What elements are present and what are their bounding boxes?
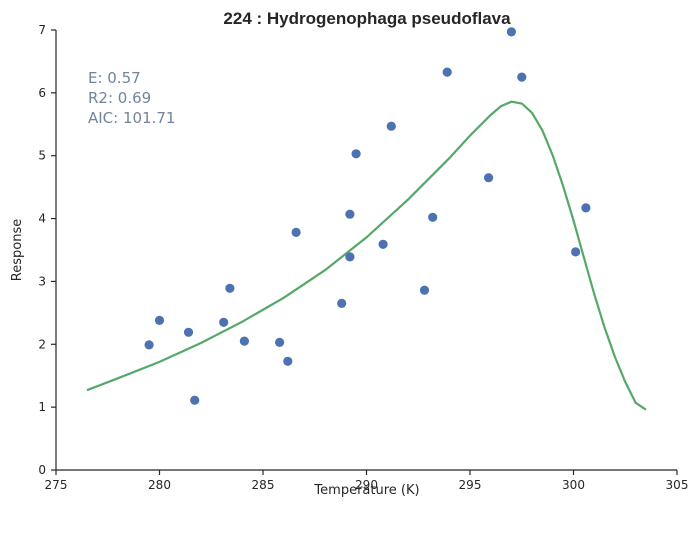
x-tick-label: 295: [459, 478, 482, 492]
x-tick-label: 305: [666, 478, 689, 492]
data-point: [225, 283, 235, 293]
data-point: [345, 209, 355, 219]
y-tick-label: 7: [38, 23, 46, 37]
fit-curve: [86, 100, 647, 411]
x-tick-label: 300: [562, 478, 585, 492]
data-point: [581, 203, 591, 213]
chart-title: 224 : Hydrogenophaga pseudoflava: [223, 9, 511, 28]
fit-statistic-line: E: 0.57: [88, 69, 141, 87]
y-tick-label: 0: [38, 463, 46, 477]
x-tick-label: 285: [252, 478, 275, 492]
data-point: [283, 356, 293, 366]
fit-statistic-line: R2: 0.69: [88, 89, 151, 107]
y-tick-label: 2: [38, 337, 46, 351]
data-point: [571, 247, 581, 257]
data-point: [190, 395, 200, 405]
x-tick-label: 280: [148, 478, 171, 492]
fit-statistic-line: AIC: 101.71: [88, 109, 175, 127]
data-point: [183, 327, 194, 337]
data-point: [154, 315, 165, 325]
data-point: [219, 317, 229, 327]
data-point: [144, 340, 154, 350]
data-point: [428, 212, 438, 222]
y-tick-label: 3: [38, 274, 46, 288]
y-tick-label: 6: [38, 86, 46, 100]
x-tick-label: 290: [355, 478, 378, 492]
data-point: [337, 298, 347, 308]
y-axis-label: Response: [10, 219, 25, 281]
data-point: [378, 239, 388, 249]
x-axis-label: Temperature (K): [313, 483, 419, 498]
x-axis-ticks: 275 280 285 290 295 300 305: [45, 470, 689, 492]
data-point: [419, 285, 430, 295]
data-point: [517, 72, 527, 82]
data-point: [345, 252, 355, 262]
x-tick-label: 275: [45, 478, 68, 492]
y-tick-label: 5: [38, 149, 46, 163]
y-tick-label: 1: [38, 400, 46, 414]
y-axis-ticks: 0 1 2 3 4 5 6 7: [38, 23, 56, 477]
fit-statistics: E: 0.57 R2: 0.69 AIC: 101.71: [88, 69, 175, 127]
y-tick-label: 4: [38, 212, 46, 226]
data-point: [386, 121, 396, 131]
data-point: [442, 67, 452, 77]
data-point: [351, 149, 361, 159]
data-point: [484, 173, 494, 183]
data-point: [275, 337, 285, 347]
data-point: [506, 27, 516, 37]
data-point: [291, 227, 301, 237]
data-point: [239, 336, 249, 346]
data-points: [144, 27, 591, 405]
